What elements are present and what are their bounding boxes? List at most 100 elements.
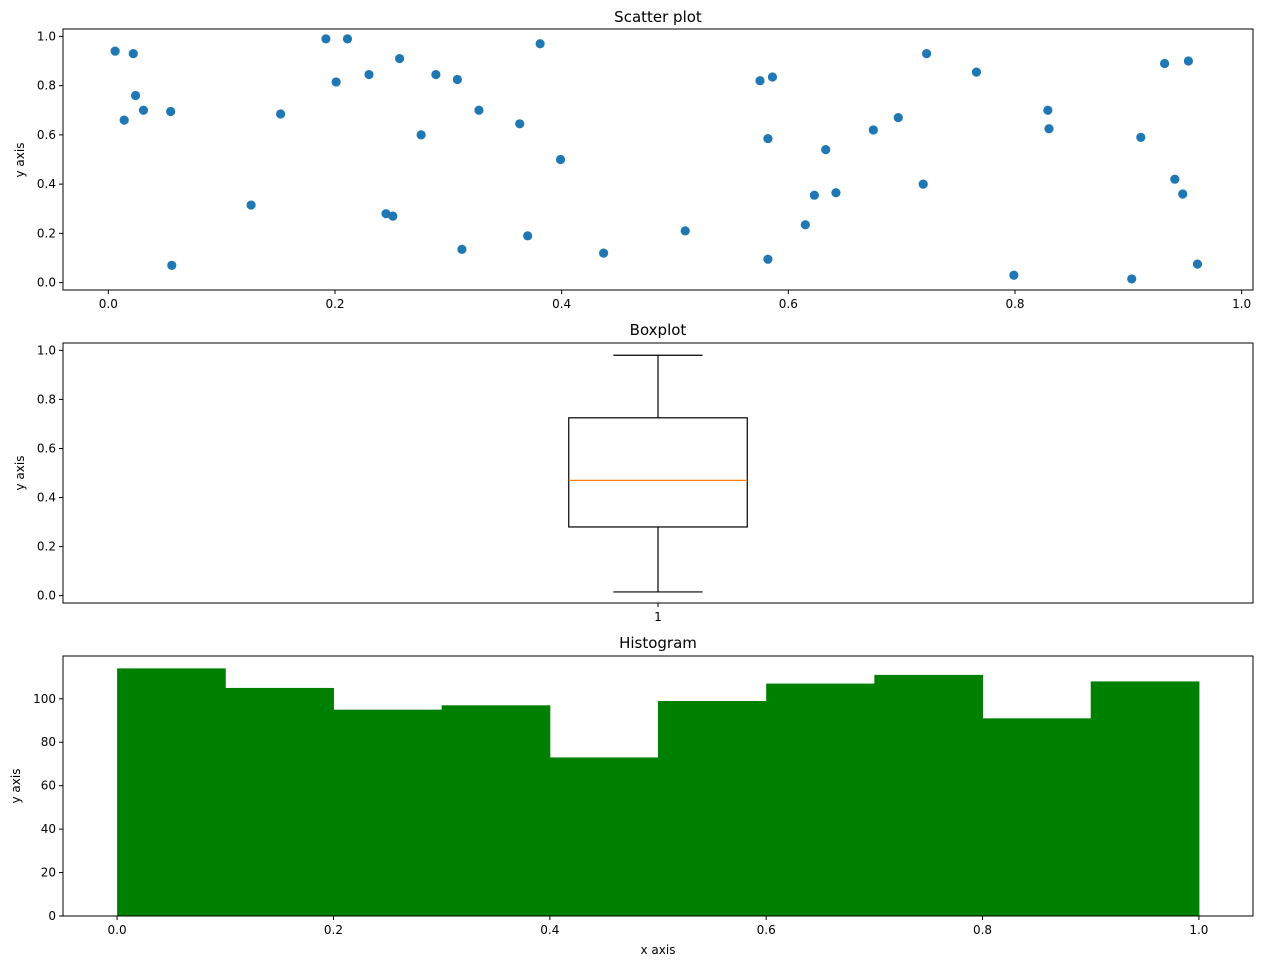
scatter-point: [321, 34, 331, 44]
scatter-point: [167, 260, 177, 270]
scatter-point: [809, 190, 820, 200]
scatter-point: [755, 76, 765, 86]
histogram-xtick-label: 0.8: [973, 923, 992, 937]
boxplot-ytick-label: 0.2: [37, 540, 56, 554]
scatter-point: [395, 53, 405, 64]
histogram-xtick-label: 1.0: [1189, 923, 1208, 937]
histogram-xtick-label: 0.6: [757, 923, 776, 937]
histogram-bar: [549, 757, 659, 916]
scatter-point: [763, 254, 773, 264]
boxplot-ylabel: y axis: [13, 456, 27, 491]
scatter-point: [246, 200, 256, 210]
scatter-point: [138, 105, 149, 115]
scatter-point: [342, 34, 353, 44]
scatter-point: [800, 220, 810, 230]
histogram-ytick-label: 60: [41, 779, 56, 793]
histogram-frame: [62, 655, 1254, 917]
boxplot-ytick-label: 0.4: [37, 491, 56, 505]
scatter-ylabel: y axis: [13, 143, 27, 178]
scatter-point: [364, 69, 374, 80]
scatter-ytick-label: 0.4: [37, 177, 56, 191]
boxplot-ticks: 0.0 0.2 0.4 0.6 0.8 1.0 1: [37, 343, 662, 624]
histogram-bar: [441, 705, 551, 916]
histogram-bar: [982, 718, 1092, 916]
scatter-point: [452, 74, 462, 85]
histogram-bar: [874, 674, 984, 916]
histogram-bar: [658, 700, 767, 916]
scatter-point: [1160, 58, 1170, 69]
scatter-point: [1044, 124, 1054, 134]
scatter-point: [276, 109, 286, 119]
scatter-ytick-label: 1.0: [37, 29, 56, 43]
scatter-frame: [62, 28, 1254, 291]
histogram-bar: [1090, 681, 1200, 916]
scatter-point: [831, 188, 841, 198]
scatter-point: [918, 179, 928, 189]
scatter-point: [1043, 105, 1053, 115]
scatter-point: [457, 244, 467, 254]
histogram-ytick-label: 20: [41, 866, 56, 880]
histogram-bar: [225, 687, 334, 916]
scatter-point: [130, 90, 141, 101]
scatter-point: [971, 67, 982, 77]
histogram-ytick-label: 80: [41, 735, 56, 749]
scatter-xtick-label: 0.6: [779, 297, 798, 311]
scatter-point: [1009, 270, 1019, 280]
histogram-bar: [117, 668, 226, 916]
histogram-bar: [333, 709, 443, 916]
boxplot-ytick-label: 1.0: [37, 343, 56, 357]
scatter-point: [523, 231, 533, 241]
histogram-ylabel: y axis: [9, 769, 23, 804]
boxplot-marks: [568, 354, 748, 593]
boxplot-frame: [62, 342, 1254, 604]
scatter-point: [767, 72, 778, 82]
scatter-ytick-label: 0.6: [37, 128, 56, 142]
scatter-point: [515, 119, 525, 129]
scatter-point: [474, 105, 484, 115]
scatter-ytick-label: 0.2: [37, 226, 56, 240]
histogram-bar: [766, 683, 875, 916]
scatter-panel: Scatter plot y axis 0.0 0.2 0.4 0.6 0.8 1.0 0.…: [13, 8, 1254, 311]
boxplot-ytick-label: 0.0: [37, 589, 56, 603]
scatter-xtick-label: 1.0: [1232, 297, 1251, 311]
histogram-ytick-label: 40: [41, 822, 56, 836]
scatter-xtick-label: 0.8: [1005, 297, 1024, 311]
histogram-bars: [117, 668, 1200, 916]
scatter-ytick-label: 0.0: [37, 276, 56, 290]
histogram-xlabel: x axis: [641, 943, 676, 957]
boxplot-xtick-label: 1: [654, 610, 662, 624]
boxplot-title: Boxplot: [630, 321, 687, 339]
scatter-point: [821, 145, 831, 155]
scatter-point: [1178, 189, 1188, 199]
scatter-point: [119, 115, 129, 125]
boxplot-panel: Boxplot y axis 0.0 0.2 0.4 0.6 0.8 1.0 1: [13, 321, 1254, 624]
scatter-point: [1192, 259, 1203, 269]
scatter-point: [599, 248, 609, 258]
histogram-xtick-label: 0.0: [108, 923, 127, 937]
scatter-point: [1136, 132, 1146, 142]
scatter-point: [555, 154, 566, 165]
scatter-point: [893, 113, 903, 123]
histogram-ticks: 0 20 40 60 80 100 0.0 0.2 0.4 0.6 0.8 1.0: [33, 692, 1208, 937]
boxplot-ytick-label: 0.6: [37, 441, 56, 455]
scatter-point: [1170, 174, 1180, 184]
scatter-xtick-label: 0.4: [552, 297, 571, 311]
boxplot-box: [568, 417, 748, 528]
scatter-ticks: 0.0 0.2 0.4 0.6 0.8 1.0 0.0 0.2 0.4 0.6 0.8 1.0: [37, 29, 1251, 311]
histogram-title: Histogram: [619, 634, 697, 652]
histogram-ytick-label: 0: [48, 909, 56, 923]
scatter-point: [110, 46, 120, 56]
scatter-point: [922, 49, 932, 59]
scatter-ytick-label: 0.8: [37, 79, 56, 93]
scatter-point: [763, 133, 773, 144]
scatter-point: [1127, 274, 1137, 284]
scatter-title: Scatter plot: [614, 8, 702, 26]
histogram-xtick-label: 0.2: [324, 923, 343, 937]
scatter-point: [388, 211, 398, 221]
histogram-xtick-label: 0.4: [540, 923, 559, 937]
scatter-point: [416, 130, 426, 140]
scatter-point: [166, 106, 176, 117]
scatter-xtick-label: 0.0: [99, 297, 118, 311]
